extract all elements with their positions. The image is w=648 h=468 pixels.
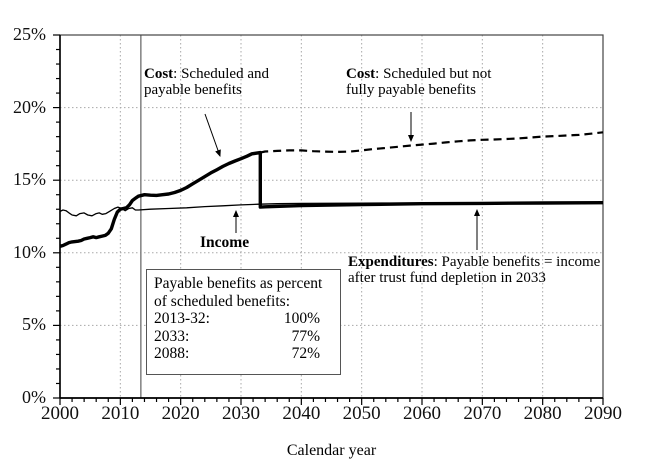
info-box-row-label: 2013-32: <box>154 310 210 327</box>
series-income <box>59 202 603 217</box>
income-annotation: Income <box>200 234 250 251</box>
expenditures-annotation-text: : Payable benefits = income after trust … <box>348 254 601 286</box>
info-box-row: 2033: 77% <box>154 328 332 346</box>
info-box-row: 2013-32: 100% <box>154 310 332 328</box>
x-tick-label: 2080 <box>523 403 562 424</box>
cost-payable-arrow <box>204 113 221 157</box>
series-cost-scheduled <box>260 131 604 154</box>
info-box-row-value: 72% <box>291 345 320 362</box>
cost-scheduled-annotation-text: : Scheduled but not fully payable benefi… <box>346 66 492 98</box>
cost-payable-annotation: Cost: Scheduled and payable benefits <box>144 66 304 98</box>
info-box-row-label: 2088: <box>154 345 190 362</box>
x-tick-label: 2060 <box>403 403 441 424</box>
x-tick-label: 2040 <box>282 403 321 424</box>
y-tick-label: 10% <box>13 241 46 262</box>
expenditures-annotation-lead: Expenditures <box>348 254 434 270</box>
info-box-line-1: Payable benefits as percent <box>154 275 323 292</box>
y-tick-label: 20% <box>13 96 46 117</box>
info-box-row-label: 2033: <box>154 327 190 345</box>
payable-benefits-info-box: Payable benefits as percent of scheduled… <box>146 269 341 375</box>
y-tick-label: 5% <box>22 314 46 335</box>
cost-scheduled-annotation: Cost: Scheduled but not fully payable be… <box>346 66 526 98</box>
info-box-line-2: of scheduled benefits: <box>154 292 291 310</box>
x-tick-label: 2070 <box>463 403 502 424</box>
series-cost-payable <box>59 150 604 248</box>
y-tick-label: 0% <box>22 387 46 407</box>
info-box-row: 2088: 72% <box>154 345 332 363</box>
x-tick-label: 2010 <box>101 403 140 424</box>
x-axis-title: Calendar year <box>286 442 377 459</box>
x-tick-label: 2090 <box>584 403 622 424</box>
x-tick-label: 2050 <box>342 403 381 424</box>
cost-scheduled-annotation-lead: Cost <box>346 66 376 82</box>
x-tick-label: 2020 <box>161 403 200 424</box>
y-tick-label: 25% <box>13 24 46 44</box>
y-tick-label: 15% <box>13 169 46 190</box>
info-box-row-value: 100% <box>283 310 320 327</box>
cost-payable-annotation-lead: Cost <box>144 66 174 82</box>
x-tick-label: 2030 <box>222 403 260 424</box>
x-tick-label: 2000 <box>41 403 79 424</box>
cost-payable-annotation-text: : Scheduled and payable benefits <box>144 66 269 98</box>
expenditures-annotation: Expenditures: Payable benefits = income … <box>348 254 624 286</box>
info-box-row-value: 77% <box>291 327 320 345</box>
